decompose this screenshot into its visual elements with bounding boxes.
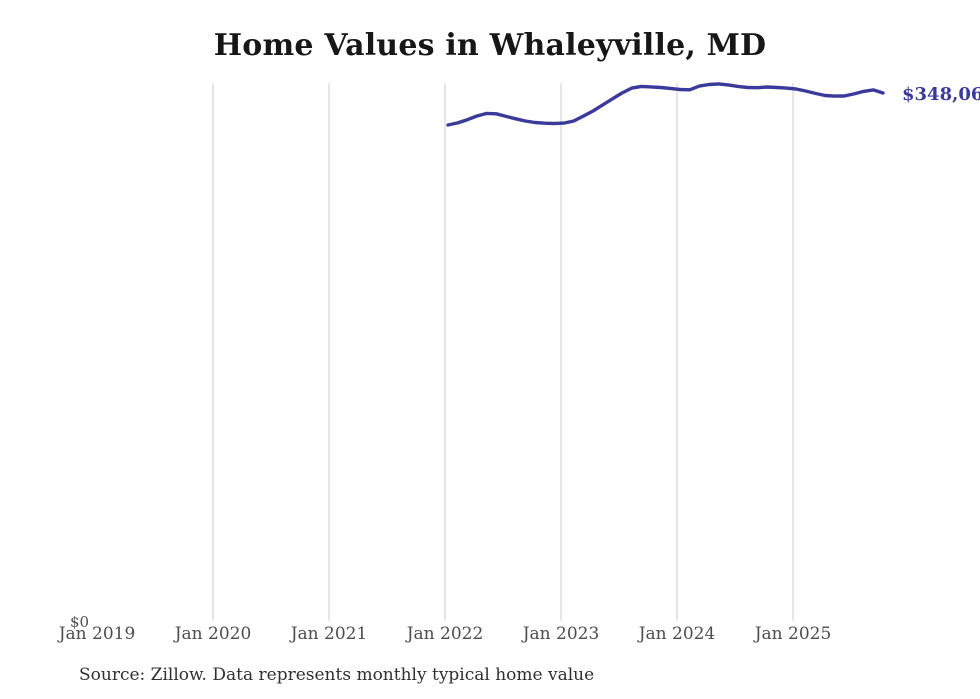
x-tick-label: Jan 2021: [290, 624, 368, 644]
x-tick-label: Jan 2019: [58, 624, 136, 644]
x-tick-label: Jan 2022: [406, 624, 484, 644]
x-tick-label: Jan 2024: [638, 624, 716, 644]
y-axis-zero-label: $0: [70, 613, 90, 631]
home-value-line: [446, 82, 885, 127]
source-note: Source: Zillow. Data represents monthly …: [79, 665, 595, 685]
x-tick-label: Jan 2025: [754, 624, 832, 644]
chart-title: Home Values in Whaleyville, MD: [213, 28, 767, 63]
x-tick-label: Jan 2020: [174, 624, 252, 644]
x-tick-label: Jan 2023: [522, 624, 600, 644]
current-value-label: $348,067: [902, 84, 980, 105]
